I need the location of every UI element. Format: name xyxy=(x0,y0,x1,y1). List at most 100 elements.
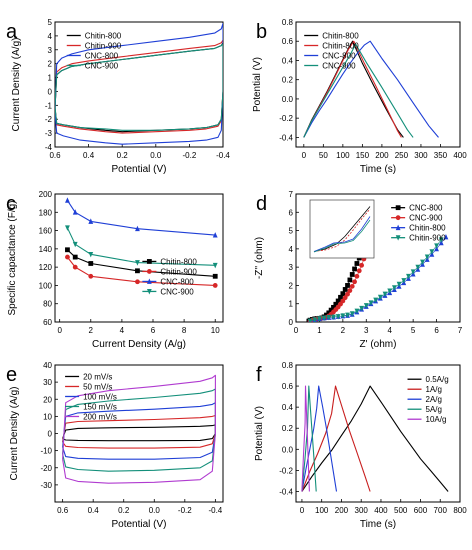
series-cnc-800-point xyxy=(212,232,218,238)
y-axis-label: Current Density (A/g) xyxy=(9,387,20,481)
panel-a: a 0.6 0.4 0.2 0.0 -0.2 -0.4 -4 -3 -2 -1 0 1 2 3 4 5 Poten… xyxy=(6,18,230,175)
legend-200-mv-s-label: 200 mV/s xyxy=(83,412,117,421)
series-cnc-800-line xyxy=(303,40,439,138)
data-area-c xyxy=(65,197,218,288)
y-tick-label: 5 xyxy=(289,227,294,236)
series-cnc-800-point xyxy=(349,272,355,277)
y-axis-label: -Z'' (ohm) xyxy=(254,237,265,279)
y-axis-label: Current Density (A/g) xyxy=(11,38,22,132)
y-tick-label: 100 xyxy=(39,281,53,290)
y-tick-label: 60 xyxy=(43,318,52,327)
y-tick-label: -0.2 xyxy=(279,466,293,475)
x-tick-label: 6 xyxy=(151,326,156,335)
panel-label-b: b xyxy=(256,21,267,43)
series-cnc-800-point xyxy=(335,298,341,304)
x-tick-label: 6 xyxy=(434,326,439,335)
y-tick-label: 2 xyxy=(289,281,294,290)
y-tick-label: -3 xyxy=(45,129,53,138)
legend-chitin-800-label: Chitin-800 xyxy=(160,257,197,266)
legend-0-5a-g-label: 0.5A/g xyxy=(426,375,449,384)
series-chitin-900-point xyxy=(387,288,393,294)
panel-d-inset xyxy=(309,199,375,259)
panel-f: f 0 100 200 300 400 500 600 700 800 -0.4 -0.2 0.0 0.2… xyxy=(254,361,467,530)
x-tick-label: 300 xyxy=(355,506,369,515)
series-cnc-900-line xyxy=(303,43,414,138)
panel-label-e: e xyxy=(6,364,17,386)
y-tick-label: 3 xyxy=(48,46,53,55)
series-cnc-900-point xyxy=(88,251,94,258)
series-chitin-900-point xyxy=(438,237,444,243)
legend-50-mv-s-label: 50 mV/s xyxy=(83,382,112,391)
series-chitin-900-point xyxy=(65,254,70,260)
panel-e: e 0.6 0.4 0.2 0.0 -0.2 -0.4 -30 -20 -10 0 10 20 30 40 P… xyxy=(6,361,224,530)
panel-label-a: a xyxy=(6,21,18,43)
series-chitin-900-point xyxy=(410,269,416,275)
series-chitin-900-point xyxy=(415,264,421,271)
x-tick-label: 500 xyxy=(394,506,408,515)
x-tick-label: 7 xyxy=(458,326,463,335)
legend-2a-g-label: 2A/g xyxy=(426,395,442,404)
series-chitin-900-point xyxy=(88,273,94,279)
series-chitin-900-point xyxy=(429,249,435,255)
series-200-mv-s-line xyxy=(62,374,216,484)
legend-cnc-900-label: CNC-900 xyxy=(85,62,119,71)
series-cnc-800-point xyxy=(331,304,336,310)
series-chitin-900-point xyxy=(368,300,374,306)
series-cnc-800-line xyxy=(55,22,223,145)
legend-chitin-800-label: Chitin-800 xyxy=(85,32,122,41)
series-chitin-900-point xyxy=(424,254,430,260)
panel-label-d: d xyxy=(256,193,267,215)
series-chitin-900-point xyxy=(135,279,140,285)
y-tick-label: -0.4 xyxy=(279,487,293,496)
x-tick-label: 10 xyxy=(211,326,220,335)
x-tick-label: 5 xyxy=(411,326,416,335)
x-tick-label: 800 xyxy=(453,506,467,515)
series-chitin-900-point xyxy=(373,297,379,304)
y-tick-label: 0.8 xyxy=(282,361,294,370)
series-10a-g-line xyxy=(301,385,310,492)
data-area-d xyxy=(306,233,449,322)
x-tick-label: 0.6 xyxy=(57,506,69,515)
x-tick-label: -0.4 xyxy=(208,506,222,515)
series-cnc-800-point xyxy=(347,277,353,283)
series-cnc-900-point xyxy=(135,260,140,266)
x-tick-label: 0.2 xyxy=(117,151,129,160)
x-tick-label: 600 xyxy=(414,506,428,515)
x-tick-label: -0.4 xyxy=(216,151,230,160)
y-tick-label: 1 xyxy=(48,74,53,83)
series-cnc-900-point xyxy=(354,273,360,279)
series-chitin-800-point xyxy=(88,261,94,266)
series-cnc-800-point xyxy=(342,287,348,292)
data-area-b xyxy=(303,40,439,138)
series-chitin-900-point xyxy=(420,259,425,266)
y-tick-label: 0.6 xyxy=(282,382,294,391)
legend-chitin-900-label: Chitin-900 xyxy=(160,267,197,276)
series-chitin-900-point xyxy=(377,294,383,301)
y-tick-label: 0.2 xyxy=(282,76,294,85)
series-cnc-800-point xyxy=(65,197,70,203)
x-tick-label: 300 xyxy=(414,151,428,160)
x-tick-label: 0 xyxy=(302,151,307,160)
legend-10a-g-label: 10A/g xyxy=(426,415,447,424)
series-chitin-800-point xyxy=(72,254,78,260)
x-tick-label: 100 xyxy=(336,151,350,160)
x-axis-label: Time (s) xyxy=(360,164,396,175)
legend-1a-g-label: 1A/g xyxy=(426,385,442,394)
x-tick-label: 0 xyxy=(294,326,299,335)
x-tick-label: 100 xyxy=(315,506,329,515)
y-axis-label: Potential (V) xyxy=(254,406,265,461)
x-tick-label: 0.4 xyxy=(83,151,95,160)
y-tick-label: -2 xyxy=(45,115,53,124)
series-chitin-800-point xyxy=(212,273,218,279)
y-tick-label: 4 xyxy=(289,245,294,254)
data-area-f xyxy=(301,385,449,492)
inset-curve xyxy=(313,216,371,252)
y-tick-label: 1 xyxy=(289,300,294,309)
series-chitin-900-point xyxy=(317,316,322,322)
y-tick-label: 120 xyxy=(39,263,53,272)
series-chitin-900-point xyxy=(349,311,355,317)
series-chitin-900-point xyxy=(212,283,218,288)
legend-cnc-800-label: CNC-800 xyxy=(85,52,119,61)
x-tick-label: 0.4 xyxy=(88,506,100,515)
